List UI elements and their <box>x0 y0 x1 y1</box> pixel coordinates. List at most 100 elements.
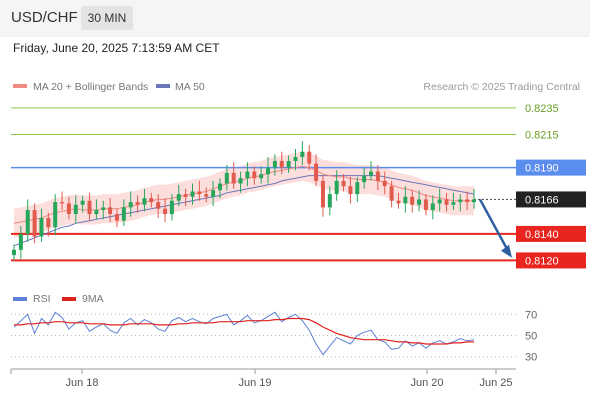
candle <box>458 199 463 203</box>
rsi-line <box>13 311 475 356</box>
ma50-legend-swatch <box>156 84 170 88</box>
candle <box>12 249 16 256</box>
ma50-line <box>13 175 475 247</box>
candle <box>169 200 174 215</box>
candle <box>410 196 415 205</box>
candle <box>231 172 236 184</box>
candle <box>66 203 71 215</box>
rsi-ma-legend-label: 9MA <box>82 293 104 305</box>
candle <box>423 199 428 211</box>
candle <box>266 167 271 175</box>
candle <box>348 186 353 195</box>
candle <box>252 171 257 179</box>
candle <box>451 202 456 205</box>
candle <box>190 191 195 197</box>
instrument-title: USD/CHF <box>11 9 78 26</box>
rsi-tick-label: 30 <box>525 352 537 364</box>
candle <box>355 182 360 195</box>
candle <box>121 207 126 221</box>
candle <box>73 204 78 215</box>
candle <box>444 199 449 205</box>
x-tick-label: Jun 18 <box>65 377 98 389</box>
candle <box>272 160 277 168</box>
ma20-legend-swatch <box>13 84 27 88</box>
candle <box>80 200 85 205</box>
x-tick-label: Jun 19 <box>238 377 271 389</box>
resistance-level-tag <box>516 159 586 176</box>
price-plot-area: 0.8235 0.8215 0.8190 0.8166 0.8140 0.8120 <box>11 103 586 269</box>
support-level-tag <box>516 252 586 269</box>
candle <box>382 180 387 187</box>
top-bar: USD/CHF 30 MIN <box>0 0 590 36</box>
candle <box>114 214 119 221</box>
candle <box>417 199 422 205</box>
candle <box>437 199 442 204</box>
candle <box>163 208 168 215</box>
candle <box>53 202 58 228</box>
candle <box>224 172 229 184</box>
candle <box>238 178 243 184</box>
candle <box>293 157 298 161</box>
candle <box>327 194 332 208</box>
candle <box>60 202 65 204</box>
candle <box>314 163 319 181</box>
candle <box>472 199 476 203</box>
candle <box>286 160 291 168</box>
candle <box>108 207 113 215</box>
rsi-legend-label: RSI <box>33 293 51 305</box>
candle <box>259 174 264 179</box>
divider <box>0 36 590 37</box>
bollinger-band <box>14 151 474 238</box>
candle <box>176 194 181 201</box>
candle <box>183 194 188 197</box>
candle <box>341 180 346 187</box>
ma50-legend-label: MA 50 <box>175 81 205 93</box>
ma20-legend-label: MA 20 + Bollinger Bands <box>33 81 148 93</box>
candle <box>197 191 202 195</box>
candle <box>217 183 222 191</box>
candle <box>46 218 51 228</box>
candle <box>362 175 367 183</box>
candle <box>334 180 339 195</box>
rsi-tick-label: 50 <box>525 331 537 343</box>
candle <box>156 202 161 209</box>
candle <box>204 194 209 197</box>
candle <box>245 171 250 179</box>
candle <box>320 180 325 208</box>
candle <box>403 196 408 204</box>
support-level-label: 0.8120 <box>525 255 559 267</box>
x-tick-label: Jun 25 <box>479 377 512 389</box>
candle <box>18 233 23 250</box>
candle <box>87 200 92 215</box>
rsi-ma-line <box>14 317 474 345</box>
x-tick-label: Jun 20 <box>410 377 443 389</box>
scenario-arrow <box>478 198 510 252</box>
rsi-legend-swatch <box>13 297 27 301</box>
candle <box>369 171 374 176</box>
candle <box>389 186 394 201</box>
candle <box>135 202 140 205</box>
target-level-label: 0.8235 <box>525 103 559 115</box>
candle <box>430 203 435 211</box>
x-axis: Jun 18 Jun 19 Jun 20 Jun 25 <box>10 369 513 389</box>
candle <box>39 218 44 237</box>
rsi-plot-area: 70 50 30 <box>11 309 537 364</box>
support-level-label: 0.8140 <box>525 229 559 241</box>
rsi-tick-label: 70 <box>525 309 537 321</box>
support-level-tag <box>516 225 586 242</box>
rsi-ma-legend-swatch <box>62 297 76 301</box>
candle <box>149 198 154 203</box>
candle <box>101 207 106 211</box>
current-price-tag <box>516 191 586 208</box>
timeframe-button[interactable]: 30 MIN <box>81 6 133 30</box>
candle <box>128 202 133 208</box>
candle <box>300 151 305 157</box>
candle <box>465 199 470 203</box>
candle <box>211 190 216 197</box>
candle <box>142 198 147 205</box>
candle <box>94 210 99 215</box>
current-price-label: 0.8166 <box>525 194 559 206</box>
target-level-label: 0.8215 <box>525 129 559 141</box>
candle <box>307 151 312 164</box>
